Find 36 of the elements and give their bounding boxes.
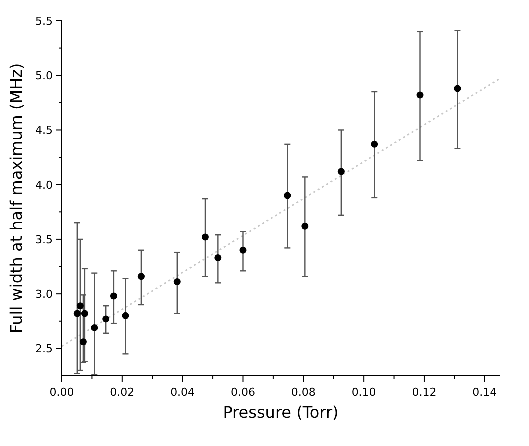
point xyxy=(102,316,110,323)
x-tick-label: 0.06 xyxy=(230,386,256,399)
point xyxy=(284,192,292,200)
x-tick-label: 0.00 xyxy=(50,386,74,399)
point xyxy=(122,312,130,320)
point xyxy=(240,246,247,254)
point xyxy=(76,302,84,310)
point xyxy=(91,324,98,332)
point xyxy=(454,85,462,92)
x-tick-label: 0.12 xyxy=(412,386,437,399)
point xyxy=(138,273,145,280)
point xyxy=(81,310,88,318)
y-tick-label: 4.5 xyxy=(36,124,53,138)
point xyxy=(80,338,87,346)
y-tick-label: 5.0 xyxy=(36,70,53,83)
x-tick-label: 0.14 xyxy=(472,386,498,399)
point xyxy=(202,234,209,241)
point xyxy=(338,168,345,176)
point xyxy=(371,140,378,148)
y-tick-label: 3.5 xyxy=(36,233,53,246)
x-tick-label: 0.10 xyxy=(352,386,376,399)
y-tick-label: 3.0 xyxy=(36,288,53,302)
y-tick-label: 4.0 xyxy=(36,178,53,192)
x-tick-label: 0.08 xyxy=(291,386,316,399)
point xyxy=(302,222,309,230)
x-axis-title: Pressure (Torr) xyxy=(223,403,339,422)
point xyxy=(74,310,81,318)
y-tick-label: 5.5 xyxy=(36,15,53,28)
point xyxy=(416,92,424,99)
point xyxy=(214,254,222,262)
y-tick-label: 2.5 xyxy=(36,342,53,356)
x-tick-label: 0.02 xyxy=(110,386,135,399)
y-axis-title: Full width at half maximum (MHz) xyxy=(7,63,26,334)
x-tick-label: 0.04 xyxy=(170,386,196,399)
point xyxy=(110,292,118,300)
point xyxy=(174,278,181,286)
